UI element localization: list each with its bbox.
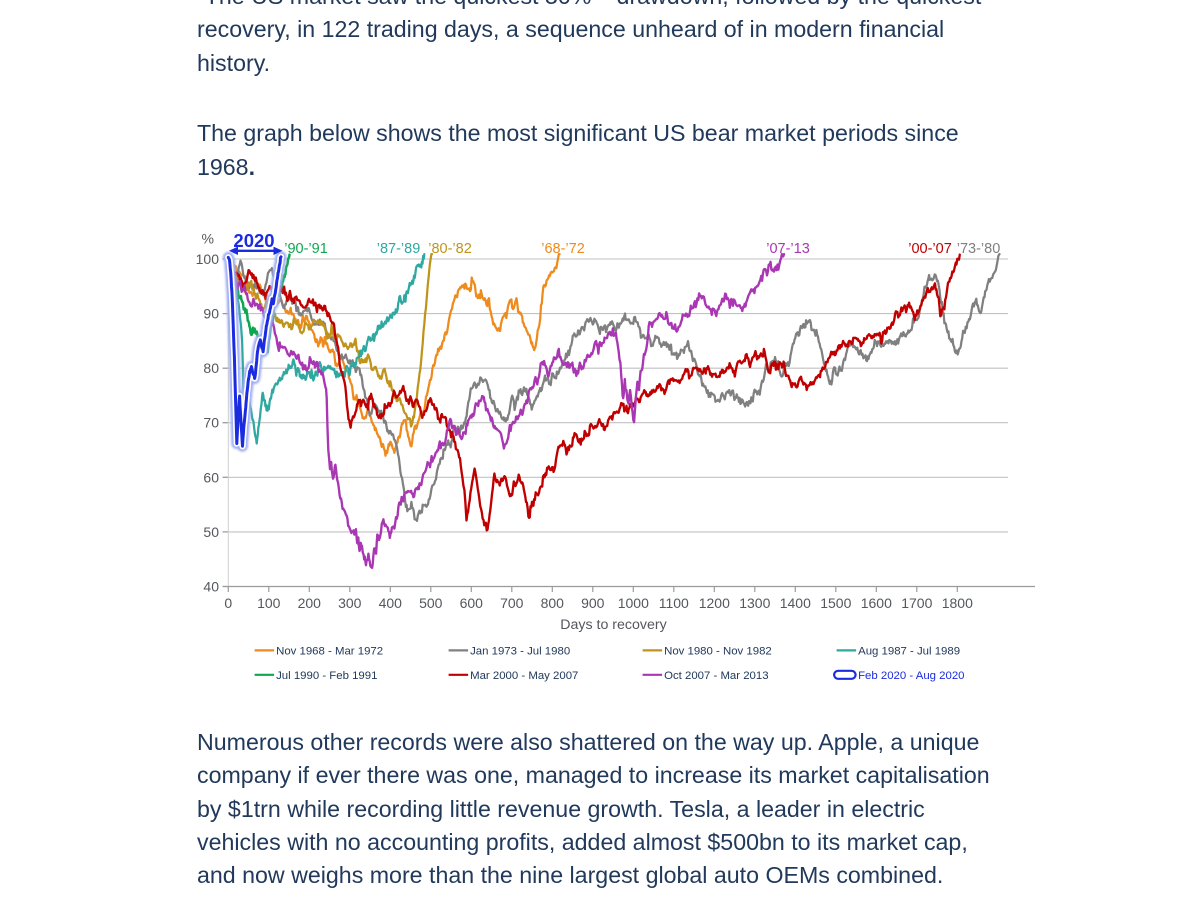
svg-text:100: 100 (196, 251, 220, 267)
svg-text:’87-’89: ’87-’89 (377, 241, 421, 257)
svg-text:700: 700 (500, 595, 524, 611)
svg-text:400: 400 (379, 595, 403, 611)
svg-text:Mar 2000 - May 2007: Mar 2000 - May 2007 (470, 670, 578, 682)
svg-text:1200: 1200 (699, 595, 730, 611)
svg-text:1400: 1400 (780, 595, 811, 611)
svg-text:1700: 1700 (901, 595, 932, 611)
svg-text:Jul 1990 - Feb 1991: Jul 1990 - Feb 1991 (276, 670, 377, 682)
svg-text:70: 70 (203, 415, 219, 431)
svg-text:300: 300 (338, 595, 362, 611)
svg-text:Nov 1968 - Mar 1972: Nov 1968 - Mar 1972 (276, 646, 383, 658)
svg-text:1500: 1500 (820, 595, 851, 611)
svg-text:Jan 1973 - Jul 1980: Jan 1973 - Jul 1980 (470, 646, 570, 658)
svg-text:800: 800 (541, 595, 565, 611)
svg-text:90: 90 (203, 306, 219, 322)
svg-text:200: 200 (298, 595, 322, 611)
svg-text:2020: 2020 (233, 230, 274, 251)
svg-text:Aug 1987 - Jul 1989: Aug 1987 - Jul 1989 (858, 646, 960, 658)
svg-text:600: 600 (460, 595, 484, 611)
svg-text:100: 100 (257, 595, 281, 611)
svg-text:500: 500 (419, 595, 443, 611)
svg-text:Feb 2020 - Aug 2020: Feb 2020 - Aug 2020 (858, 670, 964, 682)
svg-text:’07-’13: ’07-’13 (766, 241, 810, 257)
svg-text:’68-’72: ’68-’72 (541, 241, 585, 257)
svg-text:’73-’80: ’73-’80 (957, 241, 1001, 257)
svg-text:Days to recovery: Days to recovery (560, 617, 667, 633)
svg-text:’80-’82: ’80-’82 (428, 241, 472, 257)
svg-text:Nov 1980 - Nov 1982: Nov 1980 - Nov 1982 (664, 646, 772, 658)
svg-text:1800: 1800 (942, 595, 973, 611)
svg-text:1600: 1600 (861, 595, 892, 611)
svg-text:%: % (202, 231, 214, 247)
svg-text:1000: 1000 (618, 595, 649, 611)
svg-text:40: 40 (203, 579, 219, 595)
svg-text:50: 50 (203, 524, 219, 540)
svg-text:1100: 1100 (659, 595, 689, 611)
svg-text:’90-’91: ’90-’91 (284, 241, 328, 257)
svg-text:1300: 1300 (739, 595, 770, 611)
svg-text:900: 900 (581, 595, 605, 611)
svg-text:’00-’07: ’00-’07 (908, 241, 952, 257)
svg-text:Oct 2007 - Mar 2013: Oct 2007 - Mar 2013 (664, 670, 768, 682)
svg-text:60: 60 (203, 469, 219, 485)
svg-text:0: 0 (224, 595, 232, 611)
svg-text:80: 80 (203, 360, 219, 376)
